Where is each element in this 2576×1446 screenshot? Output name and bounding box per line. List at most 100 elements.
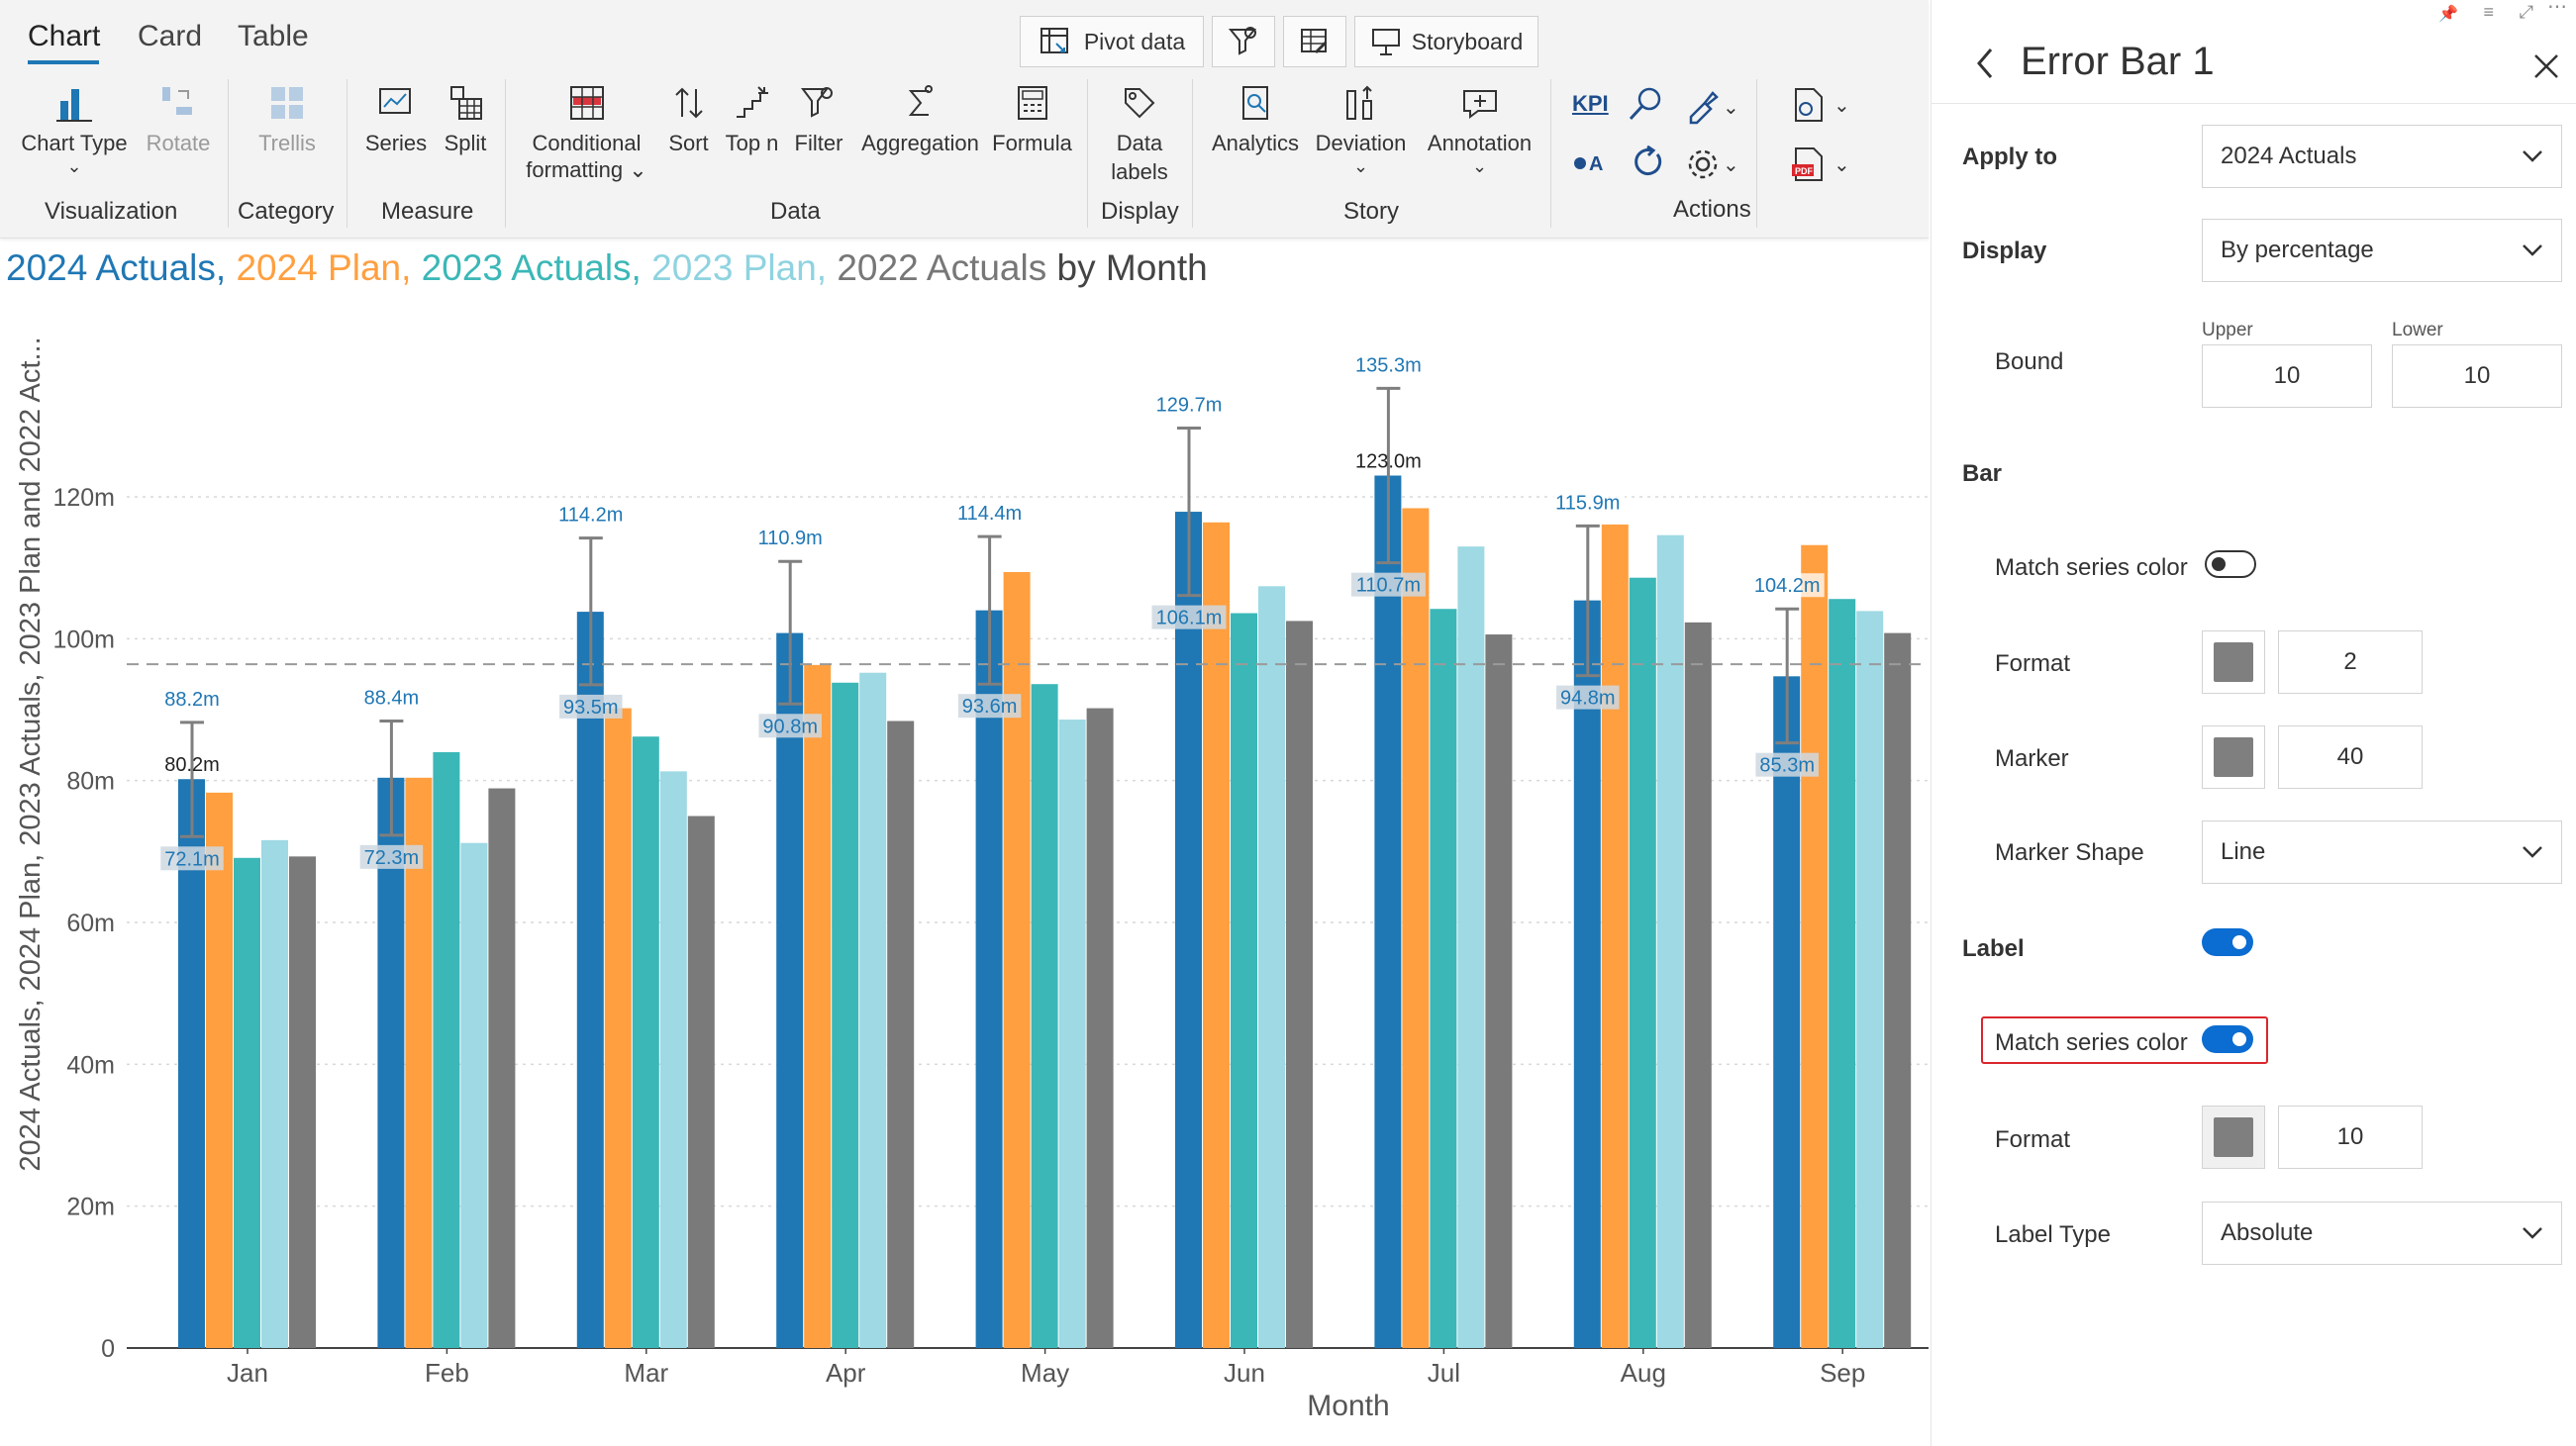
deviation-button[interactable]: Deviation ⌄ <box>1309 81 1413 175</box>
filter-small-icon[interactable]: ≡ <box>2483 2 2494 22</box>
label-match-series-color-label: Match series color <box>1995 1029 2188 1056</box>
label-match-series-color-toggle[interactable] <box>2202 1025 2253 1053</box>
highlight-box <box>1981 1016 2268 1064</box>
sort-button[interactable]: Sort <box>661 81 716 157</box>
bar-2024-actuals <box>1374 475 1402 1348</box>
bar-2023-actuals <box>433 752 460 1348</box>
bar-2024-plan <box>604 708 632 1348</box>
aggregation-button[interactable]: Aggregation <box>853 81 987 157</box>
error-upper-label: 104.2m <box>1754 575 1821 597</box>
error-upper-label: 88.4m <box>364 687 420 709</box>
error-lower-label: 93.6m <box>962 696 1018 718</box>
split-icon <box>450 86 482 120</box>
bar-2022-actuals <box>1485 634 1513 1348</box>
error-label-bg <box>1151 605 1227 629</box>
top-n-button[interactable]: Top n <box>720 81 784 157</box>
rotate-button[interactable]: Rotate <box>139 81 218 157</box>
close-button[interactable] <box>2531 51 2561 86</box>
chevron-down-icon <box>2523 1227 2542 1239</box>
error-lower-label: 94.8m <box>1560 688 1616 710</box>
error-upper-label: 129.7m <box>1156 394 1223 416</box>
group-story: Story <box>1343 198 1400 225</box>
bar-2024-plan <box>405 777 433 1348</box>
export-button[interactable]: ⌄ <box>1788 85 1850 125</box>
bar-2023-plan <box>460 842 488 1348</box>
title-series-2: 2023 Actuals, <box>421 247 652 288</box>
marker-shape-dropdown[interactable]: Line <box>2202 820 2562 884</box>
bar-format-input[interactable]: 2 <box>2278 630 2423 694</box>
legend-toggle-button[interactable]: A <box>1572 148 1614 183</box>
pin-icon[interactable]: 📌 <box>2438 6 2458 23</box>
bar-2022-actuals <box>1684 622 1712 1348</box>
expand-icon[interactable]: ⤢ <box>2519 2 2533 22</box>
split-button[interactable]: Split <box>436 81 495 157</box>
display-dropdown[interactable]: By percentage <box>2202 219 2562 282</box>
kpi-button[interactable]: KPI <box>1572 91 1609 116</box>
refresh-button[interactable] <box>1628 143 1667 187</box>
bar-2023-plan <box>1656 534 1684 1348</box>
active-tab-indicator <box>28 60 99 64</box>
back-button[interactable] <box>1973 44 1997 88</box>
bar-2023-actuals <box>832 682 859 1348</box>
formula-button[interactable]: Formula <box>990 81 1074 157</box>
apply-to-dropdown[interactable]: 2024 Actuals <box>2202 125 2562 188</box>
bar-chart[interactable]: 0 20m 40m 60m 80m 100m 120m Jan Feb Mar Apr May Jun J… <box>0 297 1929 1446</box>
tab-card[interactable]: Card <box>138 20 203 52</box>
filter-button[interactable]: Filter <box>788 81 849 157</box>
settings-button[interactable]: ⌄ <box>1683 145 1739 184</box>
error-label-bg <box>1556 685 1620 710</box>
analytics-icon <box>1242 86 1268 120</box>
annotation-button[interactable]: Annotation ⌄ <box>1418 81 1541 175</box>
chevron-down-icon: ⌄ <box>1723 96 1739 119</box>
apply-to-label: Apply to <box>1962 144 2057 170</box>
brush-button[interactable]: ⌄ <box>1683 87 1739 127</box>
svg-text:A: A <box>1589 153 1603 175</box>
label-font-size-input[interactable]: 10 <box>2278 1106 2423 1169</box>
pivot-data-button[interactable]: Pivot data <box>1020 16 1204 67</box>
y-tick-label: 40m <box>66 1051 115 1079</box>
marker-size-input[interactable]: 40 <box>2278 725 2423 789</box>
filter-top-button[interactable] <box>1212 16 1275 67</box>
more-options-icon[interactable]: ⋯ <box>2547 0 2567 18</box>
deviation-icon <box>1345 85 1372 120</box>
trellis-button[interactable]: Trellis <box>243 81 332 157</box>
chart-type-button[interactable]: Chart Type ⌄ <box>20 81 129 175</box>
chevron-down-icon <box>2523 244 2542 256</box>
x-tick-label: Jan <box>227 1358 268 1388</box>
lower-bound-input[interactable]: 10 <box>2392 344 2562 408</box>
conditional-formatting-button[interactable]: Conditional formatting ⌄ <box>515 81 658 184</box>
label-color-swatch[interactable] <box>2202 1106 2265 1169</box>
y-tick-label: 20m <box>66 1194 115 1221</box>
group-actions: Actions <box>1673 196 1751 223</box>
filter-icon <box>801 87 833 118</box>
search-button[interactable] <box>1626 85 1665 130</box>
conditional-label-line1: Conditional <box>532 131 642 155</box>
table-edit-button[interactable] <box>1283 16 1346 67</box>
bar-2023-actuals <box>632 736 659 1348</box>
bar-2024-actuals <box>1175 512 1202 1348</box>
bar-match-series-color-toggle[interactable] <box>2205 550 2256 578</box>
data-labels-button[interactable]: Data labels <box>1097 81 1182 186</box>
analytics-button[interactable]: Analytics <box>1206 81 1305 157</box>
export-pdf-button[interactable]: PDF ⌄ <box>1788 145 1850 184</box>
bar-chart-icon <box>56 89 92 122</box>
marker-color-swatch[interactable] <box>2202 725 2265 789</box>
tag-icon <box>1125 88 1155 119</box>
series-label: Series <box>364 131 428 155</box>
upper-bound-input[interactable]: 10 <box>2202 344 2372 408</box>
title-suffix: by Month <box>1056 247 1208 288</box>
y-tick-label: 120m <box>52 484 115 512</box>
tab-table[interactable]: Table <box>238 20 309 52</box>
bar-color-swatch[interactable] <box>2202 630 2265 694</box>
pdf-icon: PDF <box>1792 147 1823 181</box>
tab-chart[interactable]: Chart <box>28 20 101 52</box>
series-button[interactable]: Series <box>361 81 431 157</box>
x-tick-label: Apr <box>826 1358 866 1388</box>
panel-divider <box>1932 103 2576 104</box>
label-toggle[interactable] <box>2202 928 2253 956</box>
label-type-dropdown[interactable]: Absolute <box>2202 1202 2562 1265</box>
legend-icon: A <box>1574 153 1603 175</box>
bar-2022-actuals <box>1884 632 1912 1348</box>
display-label: Display <box>1962 238 2047 264</box>
storyboard-button[interactable]: Storyboard <box>1354 16 1538 67</box>
